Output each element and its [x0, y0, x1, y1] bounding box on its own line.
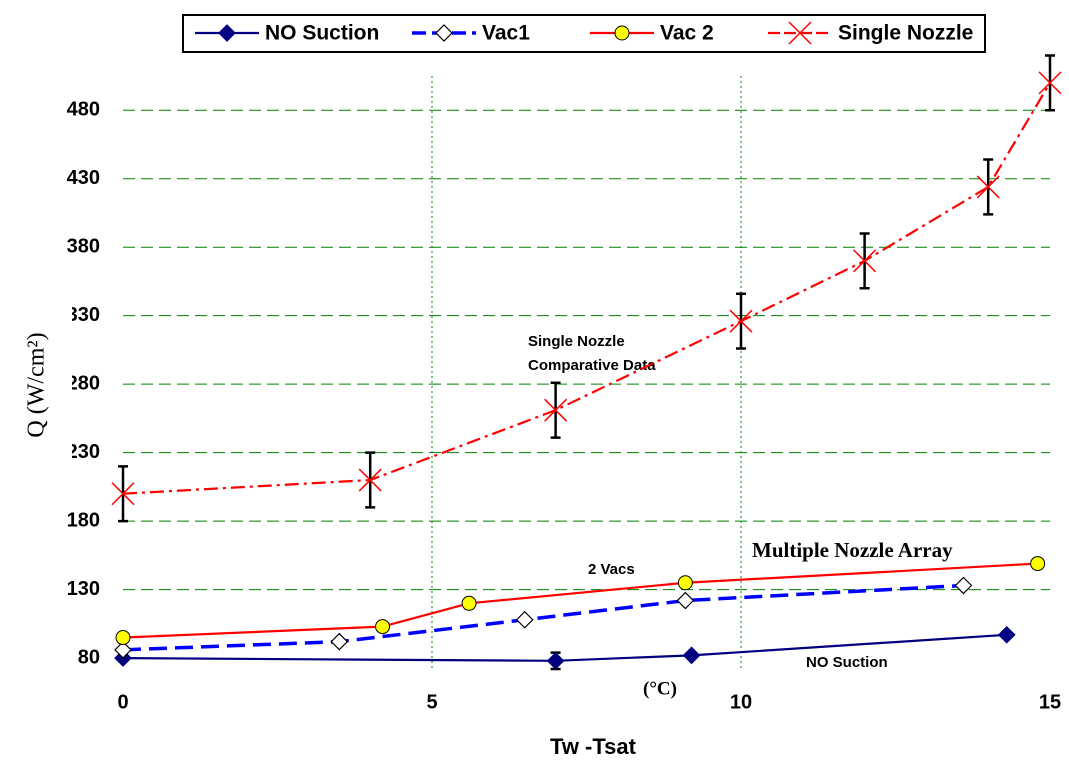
marker — [461, 595, 477, 611]
legend-marker — [218, 24, 236, 42]
y-tick-label: 480 — [67, 99, 100, 121]
marker — [111, 482, 135, 506]
marker — [682, 646, 701, 665]
annotation: NO Suction — [806, 654, 888, 671]
x-tick-label: 10 — [730, 691, 752, 713]
annotation: Comparative Data — [528, 357, 656, 374]
marker — [546, 651, 565, 670]
y-tick-label: 380 — [67, 235, 100, 257]
annotation: Single Nozzle — [528, 333, 625, 350]
x-tick-label: 0 — [117, 691, 128, 713]
y-axis-title: Q (W/cm²) — [24, 332, 50, 437]
marker — [853, 249, 877, 273]
legend-marker — [788, 21, 812, 45]
marker — [358, 468, 382, 492]
annotation: 2 Vacs — [588, 561, 635, 578]
marker — [976, 175, 1000, 199]
series-line — [122, 583, 964, 652]
y-tick-label: 80 — [78, 646, 100, 668]
y-tick-label: 430 — [67, 167, 100, 189]
marker — [114, 641, 132, 659]
marker — [115, 630, 131, 646]
legend-label: Vac 2 — [660, 22, 714, 45]
marker — [677, 575, 693, 591]
y-tick-label: 130 — [67, 578, 100, 600]
marker — [954, 576, 973, 595]
series-line — [122, 562, 1038, 639]
legend-label: Vac1 — [482, 22, 530, 45]
y-tick-label: 180 — [67, 509, 100, 531]
legend-label: Single Nozzle — [838, 22, 973, 45]
y-tick-label: 330 — [67, 304, 100, 326]
y-tick-label: 230 — [67, 441, 100, 463]
marker — [330, 632, 349, 651]
y-title-box — [12, 290, 72, 480]
y-tick-label: 280 — [67, 372, 100, 394]
x-axis-title: Tw -Tsat — [550, 734, 637, 759]
marker — [515, 610, 534, 629]
marker — [375, 619, 391, 635]
x-tick-label: 5 — [426, 691, 437, 713]
legend-box — [182, 14, 986, 53]
annotation: Multiple Nozzle Array — [752, 538, 953, 562]
series-line — [122, 633, 1007, 662]
marker — [544, 398, 568, 422]
series-line — [122, 82, 1051, 495]
marker — [729, 309, 753, 333]
annotation: (°C) — [643, 678, 677, 699]
marker — [676, 591, 695, 610]
marker — [1030, 556, 1046, 572]
marker — [1038, 71, 1062, 95]
legend-label: NO Suction — [265, 22, 379, 45]
x-tick-label: 15 — [1039, 691, 1061, 713]
marker — [997, 625, 1016, 644]
legend-marker — [435, 24, 453, 42]
legend-marker — [614, 25, 630, 41]
